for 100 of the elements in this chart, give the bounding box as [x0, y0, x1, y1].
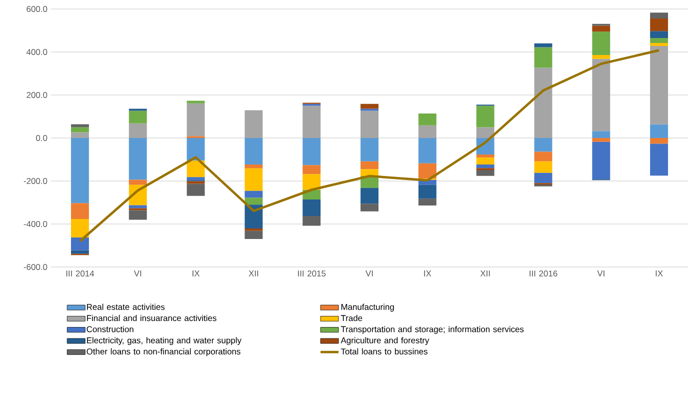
bar — [244, 230, 263, 240]
bar — [70, 138, 89, 204]
bar — [360, 104, 378, 109]
bar — [360, 204, 378, 212]
legend-label: Other loans to non-financial corporations — [86, 348, 240, 356]
bar — [244, 168, 263, 191]
y-tick-label: 200.0 — [26, 92, 48, 98]
line-series — [78, 49, 660, 242]
bar — [534, 47, 552, 68]
bar — [592, 131, 610, 138]
bar — [70, 124, 89, 128]
bar — [418, 184, 436, 199]
bar — [128, 210, 147, 220]
bar — [70, 250, 89, 254]
bar — [476, 106, 494, 128]
bar — [70, 203, 89, 220]
bar — [534, 172, 552, 184]
bar — [186, 177, 205, 180]
bar — [302, 174, 321, 190]
bar — [302, 216, 321, 226]
bar — [592, 32, 610, 56]
bar — [592, 58, 610, 132]
x-tick-label: III 2015 — [298, 270, 326, 277]
bar — [128, 123, 147, 138]
bar — [476, 127, 494, 138]
bar — [186, 138, 205, 161]
bar — [360, 138, 378, 162]
bar — [186, 160, 205, 178]
bar — [302, 165, 321, 174]
bar — [186, 184, 205, 196]
x-tick-label: VI — [366, 270, 373, 276]
bar — [476, 154, 494, 158]
y-tick-label: -200.0 — [24, 178, 48, 184]
bar — [244, 110, 263, 138]
bar — [244, 164, 263, 168]
bar — [70, 219, 89, 238]
bar — [592, 55, 610, 59]
bar — [418, 138, 436, 164]
bar — [418, 198, 436, 206]
legend-label: Manufacturing — [341, 304, 394, 312]
bar — [360, 110, 378, 138]
bar — [360, 161, 378, 170]
x-tick-label: III 2016 — [530, 270, 558, 277]
bar — [650, 18, 668, 32]
bar — [418, 113, 436, 126]
bar — [244, 190, 263, 198]
bar — [418, 125, 436, 138]
bar — [70, 127, 89, 132]
legend-label: Transportation and storage; information services — [340, 326, 524, 334]
y-tick-label: 600.0 — [26, 6, 48, 12]
x-tick-label: XII — [248, 270, 258, 276]
bar — [650, 42, 668, 46]
bar — [650, 31, 668, 38]
x-tick-label: III 2014 — [66, 270, 94, 277]
bar — [650, 144, 668, 176]
bar — [418, 163, 436, 179]
legend-label: Trade — [340, 314, 362, 322]
bar — [186, 103, 205, 136]
bar — [476, 170, 494, 176]
bar — [650, 46, 668, 124]
y-tick-label: -400.0 — [24, 221, 48, 227]
bar — [186, 100, 205, 104]
bar — [650, 12, 668, 18]
bar — [592, 138, 610, 142]
bar — [650, 138, 668, 144]
bar — [302, 199, 321, 216]
bar — [70, 132, 89, 138]
legend-label: Financial and insuarance activities — [87, 314, 216, 322]
bar — [128, 110, 147, 124]
bar — [534, 68, 552, 138]
legend-label: Construction — [86, 326, 134, 332]
bar — [128, 180, 147, 185]
bar — [476, 164, 494, 168]
bar — [186, 181, 205, 184]
x-tick-label: IX — [424, 270, 432, 276]
legend-label: Total loans to bussines — [340, 348, 428, 354]
bar — [476, 158, 494, 164]
bar — [302, 138, 321, 166]
legend-label: Electricity, gas, heating and water supply — [87, 337, 242, 346]
bar — [360, 169, 378, 176]
legend-label: Agriculture and forestry — [340, 337, 430, 346]
x-tick-label: XII — [480, 270, 490, 276]
bar — [534, 138, 552, 152]
x-tick-label: VI — [597, 270, 604, 276]
y-tick-label: 400.0 — [26, 49, 48, 55]
bar — [128, 138, 147, 180]
bar — [534, 152, 552, 162]
bar — [128, 205, 147, 208]
bar — [534, 161, 552, 173]
bar — [534, 43, 552, 48]
bar — [244, 138, 263, 164]
bar — [360, 188, 378, 204]
y-tick-label: 0.0 — [36, 135, 48, 141]
bar — [592, 142, 610, 180]
y-tick-label: -600.0 — [24, 264, 48, 270]
x-tick-label: VI — [134, 270, 142, 276]
x-tick-label: IX — [192, 270, 200, 276]
legend-label: Real estate activities — [87, 304, 165, 310]
bar — [592, 26, 610, 32]
bar — [70, 238, 89, 250]
